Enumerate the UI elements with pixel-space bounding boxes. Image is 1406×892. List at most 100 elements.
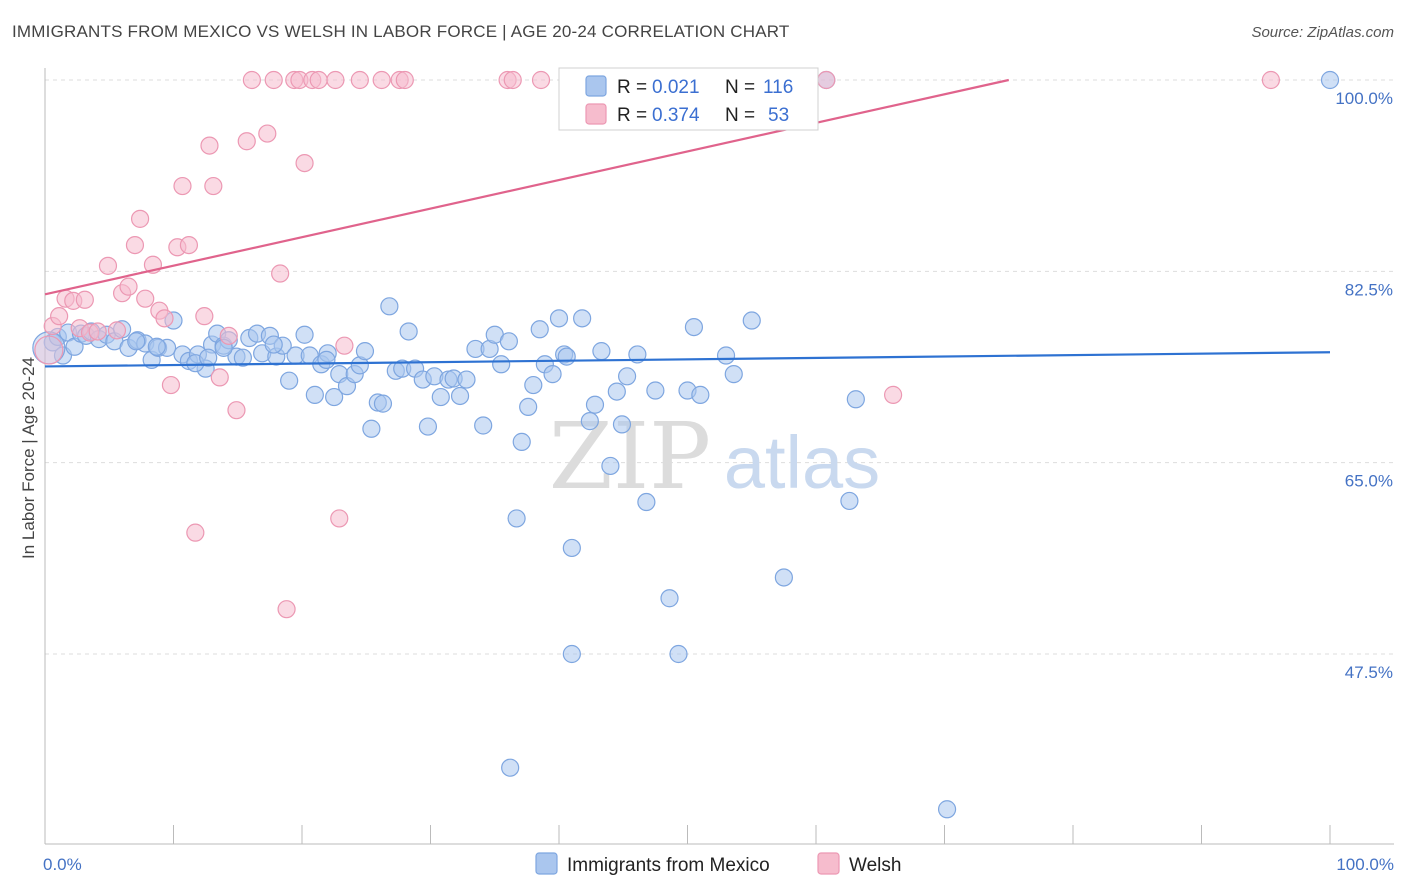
y-tick-label: 47.5%	[1345, 663, 1393, 682]
legend-n-label-mexico: N =	[725, 77, 755, 98]
point-mexico	[660, 589, 679, 608]
bottom-legend-swatch-mexico	[535, 852, 558, 875]
bottom-legend-swatch-welsh	[817, 852, 840, 875]
watermark-zip: ZIP	[549, 403, 711, 510]
point-mexico	[592, 342, 611, 361]
legend-n-value-mexico: 116	[763, 77, 793, 98]
point-welsh	[277, 600, 296, 619]
point-mexico	[501, 758, 520, 777]
point-welsh	[119, 277, 138, 296]
point-welsh	[179, 235, 199, 255]
point-mexico	[646, 381, 665, 400]
y-tick-label: 82.5%	[1345, 280, 1393, 299]
point-mexico	[362, 419, 381, 438]
point-mexico	[684, 317, 704, 337]
legend-r-label-mexico: R =	[617, 77, 647, 98]
chart-title: IMMIGRANTS FROM MEXICO VS WELSH IN LABOR…	[12, 22, 790, 41]
y-tick-labels: 100.0% 82.5% 65.0% 47.5%	[1335, 89, 1393, 682]
point-mexico	[1320, 70, 1340, 90]
point-mexico	[601, 456, 620, 476]
point-mexico	[840, 491, 859, 511]
bottom-legend-label-welsh: Welsh	[849, 855, 901, 876]
point-welsh	[395, 70, 414, 90]
point-welsh	[1261, 70, 1280, 90]
point-mexico	[637, 492, 656, 512]
point-welsh	[271, 264, 290, 283]
point-mexico	[199, 348, 218, 367]
point-welsh	[503, 70, 522, 90]
watermark: ZIP atlas	[549, 403, 880, 510]
point-mexico	[399, 322, 418, 341]
point-mexico	[512, 432, 531, 451]
point-mexico	[669, 644, 688, 664]
legend-swatch-welsh	[585, 103, 607, 125]
series-welsh-points	[34, 70, 1280, 619]
point-welsh	[372, 70, 391, 90]
trend-lines	[44, 78, 1331, 368]
point-mexico	[580, 412, 599, 431]
point-mexico	[474, 416, 493, 435]
point-welsh	[136, 289, 155, 308]
x-tick-label: 100.0%	[1336, 855, 1394, 874]
point-welsh	[309, 70, 328, 90]
point-mexico	[724, 365, 743, 384]
watermark-atlas: atlas	[724, 421, 880, 504]
point-mexico	[492, 355, 511, 374]
legend-n-label-welsh: N =	[725, 105, 755, 126]
point-mexico	[549, 309, 569, 328]
point-mexico	[305, 385, 324, 404]
axes	[44, 68, 1394, 845]
point-welsh	[186, 523, 205, 542]
point-mexico	[507, 509, 526, 528]
y-axis-label: In Labor Force | Age 20-24	[19, 357, 38, 559]
trend-line-welsh	[44, 78, 1009, 296]
point-welsh	[817, 70, 836, 90]
point-welsh	[295, 153, 314, 173]
point-mexico	[774, 568, 793, 587]
point-mexico	[607, 382, 626, 401]
point-welsh	[330, 509, 349, 528]
point-welsh	[130, 209, 150, 228]
x-tick-label: 0.0%	[43, 855, 82, 874]
bottom-legend-label-mexico: Immigrants from Mexico	[567, 855, 770, 876]
point-welsh	[195, 307, 214, 326]
point-mexico	[380, 297, 399, 316]
point-welsh	[107, 321, 127, 340]
point-mexico	[317, 350, 336, 369]
x-tick-labels: 0.0% 100.0%	[43, 855, 1394, 874]
point-mexico	[524, 375, 543, 395]
point-mexico	[562, 538, 581, 558]
point-mexico	[557, 347, 576, 366]
point-welsh	[883, 385, 903, 404]
source-label: Source: ZipAtlas.com	[1251, 24, 1394, 41]
point-mexico	[716, 346, 736, 365]
point-mexico	[618, 367, 637, 386]
point-mexico	[691, 385, 710, 404]
trend-line-mexico	[44, 351, 1331, 368]
point-mexico	[457, 370, 476, 389]
point-mexico	[543, 365, 562, 384]
point-welsh	[125, 235, 145, 255]
point-mexico	[450, 386, 470, 406]
point-welsh	[98, 256, 118, 275]
point-welsh	[88, 322, 107, 341]
series-legend: Immigrants from Mexico Welsh	[535, 852, 901, 876]
point-welsh	[219, 326, 238, 345]
point-mexico	[585, 395, 605, 414]
point-mexico	[519, 397, 538, 417]
point-mexico	[846, 390, 865, 409]
point-welsh	[204, 176, 223, 196]
legend-r-label-welsh: R =	[617, 105, 647, 126]
point-mexico	[562, 644, 581, 664]
legend-r-value-mexico: 0.021	[652, 77, 700, 98]
y-tick-label: 100.0%	[1335, 89, 1393, 108]
point-mexico	[573, 309, 592, 328]
point-mexico	[280, 371, 299, 390]
point-welsh	[264, 70, 283, 90]
point-mexico	[295, 325, 314, 344]
point-mexico	[127, 332, 146, 351]
point-welsh-cluster	[34, 335, 64, 365]
series-mexico-points	[32, 70, 1340, 819]
point-welsh	[227, 401, 246, 420]
